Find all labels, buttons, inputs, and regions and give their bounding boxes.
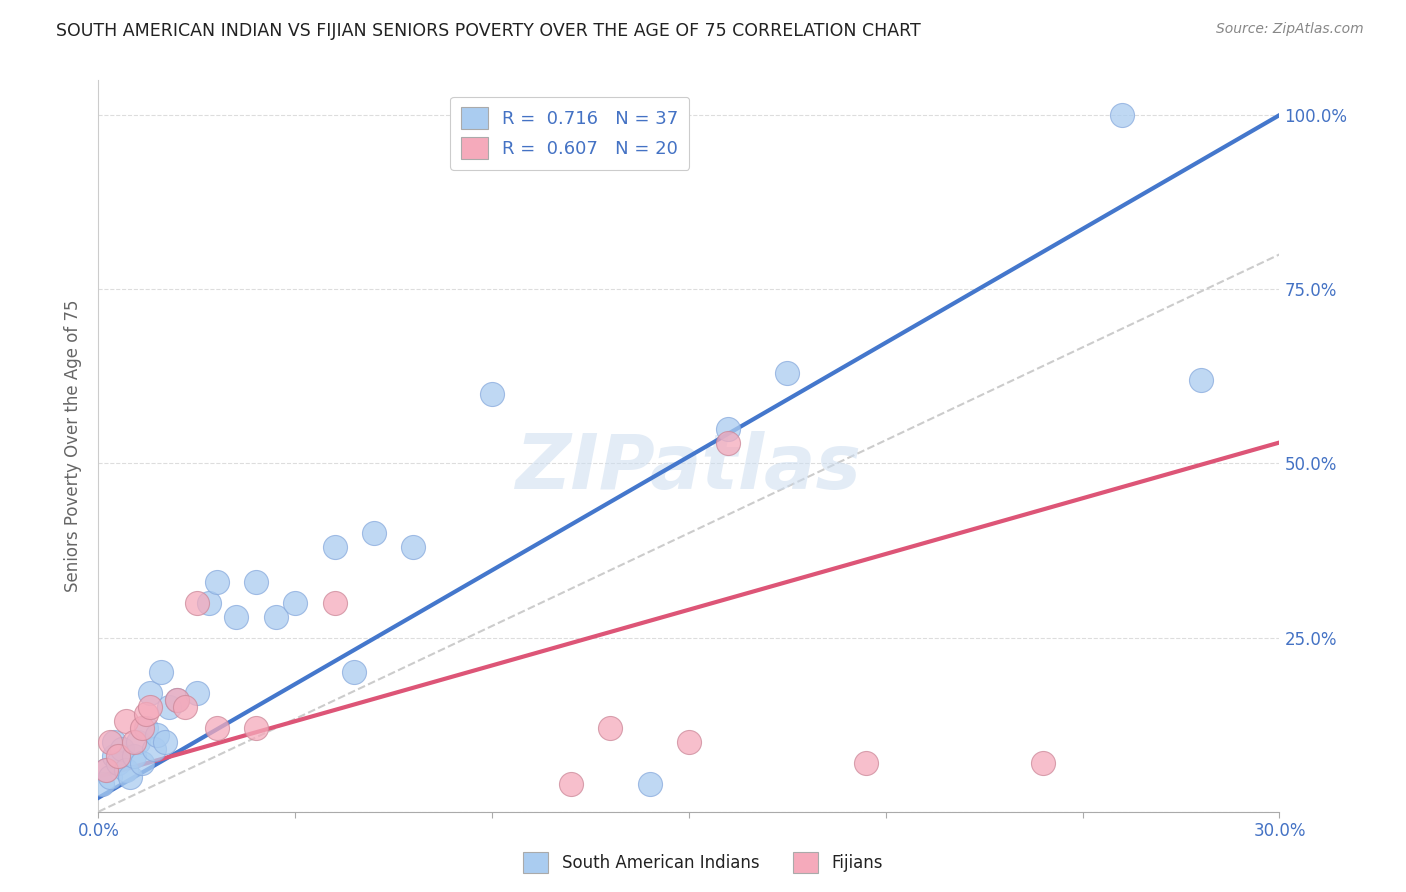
Point — [678, 735, 700, 749]
Point — [197, 596, 219, 610]
Point — [245, 721, 267, 735]
Point — [115, 763, 138, 777]
Point — [107, 756, 129, 770]
Point — [186, 686, 208, 700]
Point — [146, 728, 169, 742]
Point — [127, 735, 149, 749]
Point — [135, 721, 157, 735]
Point — [323, 540, 346, 554]
Point — [155, 735, 177, 749]
Point — [1189, 373, 1212, 387]
Point — [776, 366, 799, 380]
Point — [323, 596, 346, 610]
Point — [142, 742, 165, 756]
Point — [118, 770, 141, 784]
Point — [96, 763, 118, 777]
Point — [107, 749, 129, 764]
Point — [245, 574, 267, 589]
Point — [131, 756, 153, 770]
Point — [122, 735, 145, 749]
Point — [560, 777, 582, 791]
Point — [284, 596, 307, 610]
Point — [138, 700, 160, 714]
Point — [115, 714, 138, 728]
Point — [166, 693, 188, 707]
Point — [225, 609, 247, 624]
Point — [174, 700, 197, 714]
Point — [717, 421, 740, 435]
Point — [599, 721, 621, 735]
Point — [98, 770, 121, 784]
Point — [122, 749, 145, 764]
Point — [135, 707, 157, 722]
Point — [363, 526, 385, 541]
Point — [855, 756, 877, 770]
Point — [717, 435, 740, 450]
Text: SOUTH AMERICAN INDIAN VS FIJIAN SENIORS POVERTY OVER THE AGE OF 75 CORRELATION C: SOUTH AMERICAN INDIAN VS FIJIAN SENIORS … — [56, 22, 921, 40]
Point — [138, 686, 160, 700]
Legend: South American Indians, Fijians: South American Indians, Fijians — [517, 846, 889, 880]
Text: Source: ZipAtlas.com: Source: ZipAtlas.com — [1216, 22, 1364, 37]
Point — [157, 700, 180, 714]
Y-axis label: Seniors Poverty Over the Age of 75: Seniors Poverty Over the Age of 75 — [65, 300, 83, 592]
Point — [111, 742, 134, 756]
Point — [98, 735, 121, 749]
Point — [150, 665, 173, 680]
Point — [638, 777, 661, 791]
Point — [205, 721, 228, 735]
Point — [91, 777, 114, 791]
Point — [103, 749, 125, 764]
Text: ZIPatlas: ZIPatlas — [516, 431, 862, 505]
Point — [264, 609, 287, 624]
Point — [481, 386, 503, 401]
Point — [402, 540, 425, 554]
Point — [131, 721, 153, 735]
Point — [166, 693, 188, 707]
Point — [1032, 756, 1054, 770]
Point — [96, 763, 118, 777]
Point — [186, 596, 208, 610]
Point — [103, 735, 125, 749]
Legend: R =  0.716   N = 37, R =  0.607   N = 20: R = 0.716 N = 37, R = 0.607 N = 20 — [450, 96, 689, 169]
Point — [205, 574, 228, 589]
Point — [343, 665, 366, 680]
Point — [1111, 108, 1133, 122]
